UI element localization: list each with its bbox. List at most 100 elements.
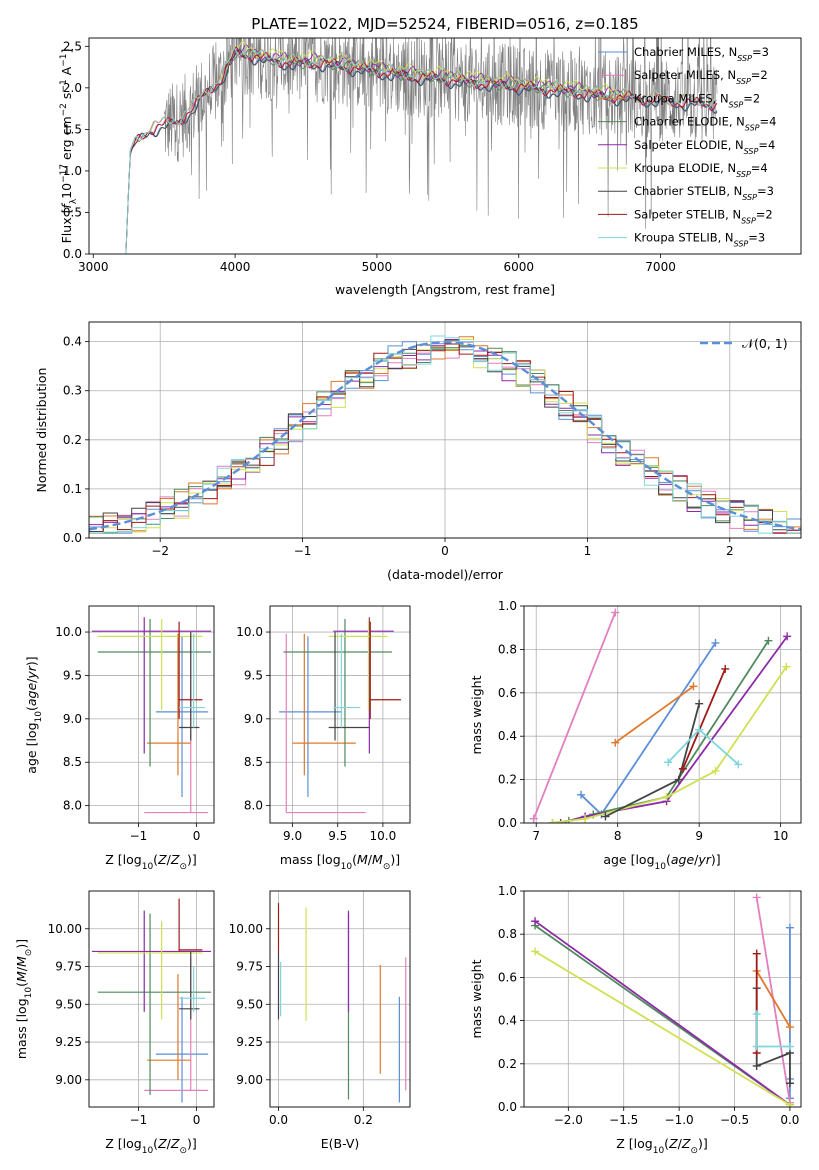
age_vs_Z-frame: [88, 605, 215, 824]
massweight_vs_age-ytick-label: 0.8: [498, 642, 517, 656]
massweight_vs_age-series-kroupa-elodie-marker: [581, 814, 590, 823]
massweight_vs_Z-ytick-label: 0.4: [498, 1014, 517, 1028]
massweight_vs_age-series-chabrier-stelib: [601, 699, 704, 821]
massweight_vs_Z-series-chabrier-stelib-marker: [752, 1061, 761, 1070]
age_vs_Z-ytick-label: 8.0: [63, 799, 82, 813]
age_vs_Z-point-chabrier-elodie: [97, 619, 212, 767]
residuals-ylabel: Normed distribution: [34, 368, 49, 493]
spectrum-legend-entry: Chabrier MILES, NSSP=3: [634, 45, 769, 63]
massweight_vs_age-axes: 7 8 9 10 0.0 0.2 0.4 0.6 0.8 1.0: [498, 599, 801, 843]
massweight_vs_age-series-chabrier-miles: [577, 638, 720, 819]
spectrum-model-chabrier-miles: [125, 48, 718, 254]
massweight_vs_age-xtick-label: 7: [532, 829, 540, 843]
spectrum-xtick-label: 5000: [362, 260, 393, 274]
age-vs-mass-xlabel: mass [log10(M/M⊙)]: [280, 852, 400, 872]
massweight_vs_age-series-salpeter-stelib-marker: [721, 664, 730, 673]
massweight-vs-z-ylabel: mass weight: [469, 959, 484, 1038]
mass_vs_ebv-plot-area: [277, 903, 407, 1103]
residuals-axes: −2 −1 0 1 2 0.0 0.1 0.2 0.3 0.4: [63, 322, 801, 558]
massweight_vs_age-series-kroupa-miles-marker: [611, 738, 620, 747]
mass_vs_Z-ytick-label: 9.25: [55, 1035, 82, 1049]
spectrum-axes: 3000 4000 5000 6000 7000 0.0 0.5 1.0 1.5 2.0 2.5: [63, 39, 676, 274]
massweight_vs_age-series-salpeter-stelib-marker: [678, 764, 687, 773]
residuals-ytick-label: 0.2: [63, 433, 82, 447]
massweight_vs_age-series-salpeter-stelib-line: [682, 668, 727, 770]
spectrum-legend-entry: Chabrier STELIB, NSSP=3: [634, 184, 774, 202]
massweight_vs_Z-series-kroupa-elodie-line: [534, 950, 791, 1106]
massweight_vs_age-series-salpeter-miles-marker: [529, 814, 538, 823]
spectrum-ylabel: Flux [fλ10−17 erg cm−2 s−1 A−1]: [59, 49, 79, 244]
massweight_vs_age-ytick-label: 0.0: [498, 816, 517, 830]
residuals-xtick-label: 2: [726, 544, 734, 558]
age_vs_Z-ytick-label: 9.5: [63, 668, 82, 682]
age_vs_Z-point-chabrier-stelib: [179, 632, 200, 741]
spectrum-ytick-label: 1.5: [63, 122, 82, 136]
massweight_vs_age-series-kroupa-miles: [611, 682, 698, 747]
massweight_vs_age-ytick-label: 1.0: [498, 599, 517, 613]
residuals-legend-entry: 𝒩(0, 1): [742, 336, 788, 351]
spectrum-model-chabrier-stelib: [125, 48, 718, 254]
mass_vs_Z-frame: [88, 890, 215, 1108]
age_vs_Z-xtick-label: 0: [193, 829, 201, 843]
massweight_vs_Z-ytick-label: 0.8: [498, 927, 517, 941]
spectrum-ytick-label: 0.0: [63, 247, 82, 261]
mass_vs_Z-point-chabrier-stelib: [179, 951, 200, 1020]
massweight_vs_age-series-salpeter-stelib: [678, 664, 730, 773]
massweight_vs_age-series-chabrier-stelib-marker: [695, 699, 704, 708]
age_vs_Z-point-chabrier-miles: [155, 636, 209, 797]
mass_vs_ebv-ytick-label: 10.00: [229, 922, 263, 936]
mass_vs_Z-point-chabrier-elodie: [97, 913, 212, 1095]
mass_vs_Z-ytick-label: 9.00: [55, 1073, 82, 1087]
residuals-ytick-label: 0.4: [63, 335, 82, 349]
massweight_vs_age-series-chabrier-miles-marker: [711, 638, 720, 647]
age_vs_Z-point-kroupa-stelib: [179, 633, 206, 728]
spectrum-data-line: [163, 38, 718, 229]
age_vs_mass-axes: 9.0 9.5 10.0 8.0 8.5 9.0 9.5 10.0: [236, 606, 410, 843]
massweight_vs_age-series-kroupa-elodie: [548, 662, 791, 823]
age_vs_mass-xtick-label: 9.5: [328, 829, 347, 843]
massweight_vs_Z-frame: [523, 890, 802, 1108]
residuals-ytick-label: 0.1: [63, 482, 82, 496]
mass_vs_Z-point-kroupa-miles: [147, 974, 191, 1080]
age_vs_mass-xtick-label: 9.0: [283, 829, 302, 843]
spectrum-legend-entry: Salpeter ELODIE, NSSP=4: [634, 138, 775, 156]
age_vs_mass-plot-area: [279, 617, 401, 814]
age-vs-z-ylabel: age [log10(age/yr)]: [24, 656, 44, 773]
massweight_vs_age-series-chabrier-miles-line: [580, 642, 717, 816]
massweight_vs_Z-xtick-label: 0.0: [780, 1113, 799, 1127]
spectrum-ytick-label: 2.0: [63, 81, 82, 95]
residuals-normal-curve: [89, 340, 801, 531]
spectrum-ytick-label: 2.5: [63, 39, 82, 53]
massweight_vs_Z-series-kroupa-stelib-marker: [785, 1042, 794, 1051]
residuals-ytick-label: 0.0: [63, 531, 82, 545]
massweight_vs_age-series-kroupa-miles-marker: [689, 682, 698, 691]
age_vs_mass-point-salpeter-elodie: [333, 617, 394, 754]
age_vs_Z-ytick-label: 10.0: [55, 625, 82, 639]
age_vs_Z-plot-area: [91, 617, 212, 814]
massweight_vs_Z-series-kroupa-stelib: [752, 1010, 794, 1051]
age_vs_mass-ytick-label: 9.5: [244, 668, 263, 682]
figure-title: PLATE=1022, MJD=52524, FIBERID=0516, z=0…: [251, 15, 638, 33]
age_vs_mass-ytick-label: 8.5: [244, 755, 263, 769]
massweight_vs_age-series-kroupa-elodie-marker: [782, 662, 791, 671]
massweight_vs_age-series-kroupa-elodie-marker: [548, 819, 557, 823]
residuals-xtick-label: −2: [151, 544, 169, 558]
spectrum-legend-entry: Salpeter MILES, NSSP=2: [634, 68, 768, 86]
massweight_vs_Z-series-salpeter-miles-marker: [752, 893, 761, 902]
spectrum-xtick-label: 3000: [78, 260, 109, 274]
massweight_vs_age-ytick-label: 0.2: [498, 773, 517, 787]
massweight_vs_Z-series-kroupa-miles-line: [755, 970, 791, 1028]
spectrum-ytick-label: 0.5: [63, 205, 82, 219]
spectrum-legend: Chabrier MILES, NSSP=3 Salpeter MILES, NS…: [598, 45, 776, 248]
age-vs-z-xlabel: Z [log10(Z/Z⊙)]: [105, 852, 197, 872]
spectrum-xtick-label: 7000: [645, 260, 676, 274]
mass_vs_ebv-xtick-label: 0.0: [269, 1113, 288, 1127]
mass_vs_Z-point-kroupa-stelib: [179, 966, 206, 1012]
massweight_vs_age-xtick-label: 8: [614, 829, 622, 843]
age_vs_Z-point-salpeter-miles: [144, 633, 209, 814]
massweight_vs_age-series-chabrier-stelib-marker: [601, 812, 610, 821]
mass_vs_Z-xtick-label: −1: [130, 1113, 148, 1127]
age_vs_mass-ytick-label: 8.0: [244, 799, 263, 813]
massweight_vs_Z-series-salpeter-elodie-line: [534, 920, 791, 1106]
